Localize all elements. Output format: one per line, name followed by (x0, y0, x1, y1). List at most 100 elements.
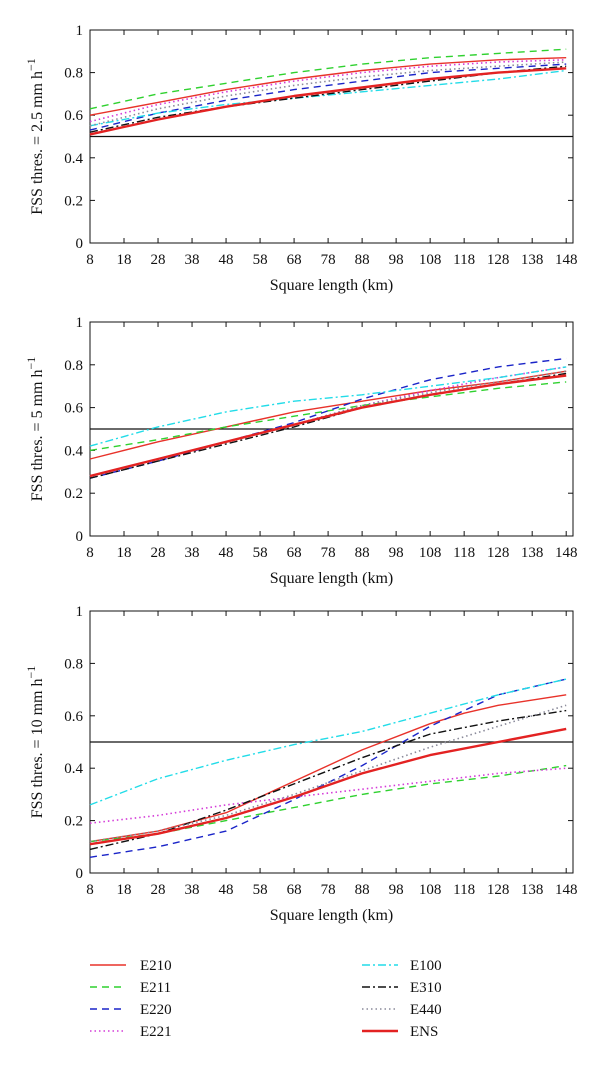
y-tick-label: 0 (76, 529, 84, 545)
x-axis-label: Square length (km) (270, 907, 394, 924)
series-line-e100 (89, 69, 567, 127)
series-line-e210 (89, 370, 567, 460)
x-tick-label: 148 (555, 882, 578, 898)
x-tick-label: 128 (487, 252, 510, 268)
series-line-ens (89, 727, 567, 846)
series-line-e210 (89, 694, 567, 843)
chart-panel-3: 00.20.40.60.818 18 28 38 48 58 68 78 88 98 108 118 1… (24, 604, 577, 924)
legend-label-e100: E100 (410, 958, 442, 974)
x-tick-label: 8 (86, 252, 94, 268)
x-tick-label: 108 (419, 882, 442, 898)
y-tick-label: 0.4 (64, 761, 83, 777)
legend-label-ens: ENS (410, 1024, 438, 1040)
y-tick-label: 0.2 (64, 814, 83, 830)
y-tick-label: 0.4 (64, 443, 83, 459)
series-line-e211 (89, 764, 567, 843)
x-tick-label: 148 (555, 252, 578, 268)
x-tick-label: 148 (555, 545, 578, 561)
x-tick-label: 58 (253, 882, 268, 898)
x-tick-label: 98 (389, 545, 404, 561)
y-axis-label: FSS thres. = 10 mm h−1 (24, 666, 46, 819)
series-line-e210 (89, 57, 567, 116)
chart-panel-2: 00.20.40.60.818 18 28 38 48 58 68 78 88 98 108 118 1… (24, 315, 577, 587)
y-tick-label: 0.6 (64, 709, 83, 725)
x-tick-label: 38 (185, 882, 200, 898)
x-tick-label: 48 (219, 252, 234, 268)
x-tick-label: 78 (321, 545, 336, 561)
legend-label-e440: E440 (410, 1002, 442, 1018)
x-tick-label: 68 (287, 545, 302, 561)
x-tick-label: 98 (389, 882, 404, 898)
y-tick-label: 1 (76, 23, 84, 39)
x-tick-label: 18 (117, 545, 132, 561)
x-tick-label: 48 (219, 882, 234, 898)
x-tick-label: 88 (355, 252, 370, 268)
y-tick-label: 0 (76, 236, 84, 252)
y-tick-label: 0.6 (64, 401, 83, 417)
y-tick-label: 0.2 (64, 193, 83, 209)
y-tick-label: 0.8 (64, 66, 83, 82)
series-line-e310 (89, 65, 567, 133)
x-tick-label: 118 (453, 882, 475, 898)
x-tick-label: 48 (219, 545, 234, 561)
x-tick-label: 28 (151, 252, 166, 268)
x-tick-label: 128 (487, 545, 510, 561)
y-tick-label: 0 (76, 866, 84, 882)
x-tick-label: 108 (419, 545, 442, 561)
legend: E210 E211 E220 E221 E100 E310 E440 ENS (90, 958, 442, 1040)
series-line-ens (89, 374, 567, 478)
x-tick-label: 8 (86, 545, 94, 561)
series-line-e211 (89, 48, 567, 110)
x-tick-label: 58 (253, 545, 268, 561)
x-tick-label: 68 (287, 882, 302, 898)
legend-label-e221: E221 (140, 1024, 172, 1040)
x-tick-label: 8 (86, 882, 94, 898)
x-tick-label: 98 (389, 252, 404, 268)
x-tick-label: 108 (419, 252, 442, 268)
x-tick-label: 58 (253, 252, 268, 268)
y-axis-label: FSS thres. = 2.5 mm h−1 (24, 58, 46, 215)
x-tick-label: 118 (453, 252, 475, 268)
series-line-e221 (89, 59, 567, 123)
series-line-e220 (89, 63, 567, 131)
series-line-ens (89, 67, 567, 136)
x-tick-label: 18 (117, 252, 132, 268)
y-tick-label: 0.2 (64, 486, 83, 502)
legend-label-e211: E211 (140, 980, 171, 996)
y-tick-label: 1 (76, 604, 84, 620)
legend-label-e220: E220 (140, 1002, 172, 1018)
series-line-e440 (89, 61, 567, 127)
x-tick-label: 138 (521, 882, 544, 898)
legend-label-e310: E310 (410, 980, 442, 996)
x-tick-label: 78 (321, 252, 336, 268)
x-axis-label: Square length (km) (270, 570, 394, 587)
series-line-e100 (89, 678, 567, 806)
y-tick-label: 0.6 (64, 108, 83, 124)
legend-label-e210: E210 (140, 958, 172, 974)
x-tick-label: 118 (453, 545, 475, 561)
x-tick-label: 128 (487, 882, 510, 898)
series-line-e440 (89, 704, 567, 843)
x-tick-label: 68 (287, 252, 302, 268)
y-tick-label: 0.4 (64, 151, 83, 167)
series-line-e211 (89, 381, 567, 452)
x-tick-label: 138 (521, 545, 544, 561)
y-axis-label: FSS thres. = 5 mm h−1 (24, 357, 46, 502)
x-tick-label: 78 (321, 882, 336, 898)
x-axis-label: Square length (km) (270, 277, 394, 294)
series-line-e310 (89, 709, 567, 851)
y-tick-label: 0.8 (64, 656, 83, 672)
series-line-e100 (89, 366, 567, 447)
x-tick-label: 88 (355, 882, 370, 898)
x-tick-label: 38 (185, 545, 200, 561)
x-tick-label: 28 (151, 545, 166, 561)
x-tick-label: 18 (117, 882, 132, 898)
x-tick-label: 28 (151, 882, 166, 898)
y-tick-label: 0.8 (64, 358, 83, 374)
y-tick-label: 1 (76, 315, 84, 331)
x-tick-label: 138 (521, 252, 544, 268)
series-line-e220 (89, 357, 567, 479)
x-tick-label: 38 (185, 252, 200, 268)
x-tick-label: 88 (355, 545, 370, 561)
